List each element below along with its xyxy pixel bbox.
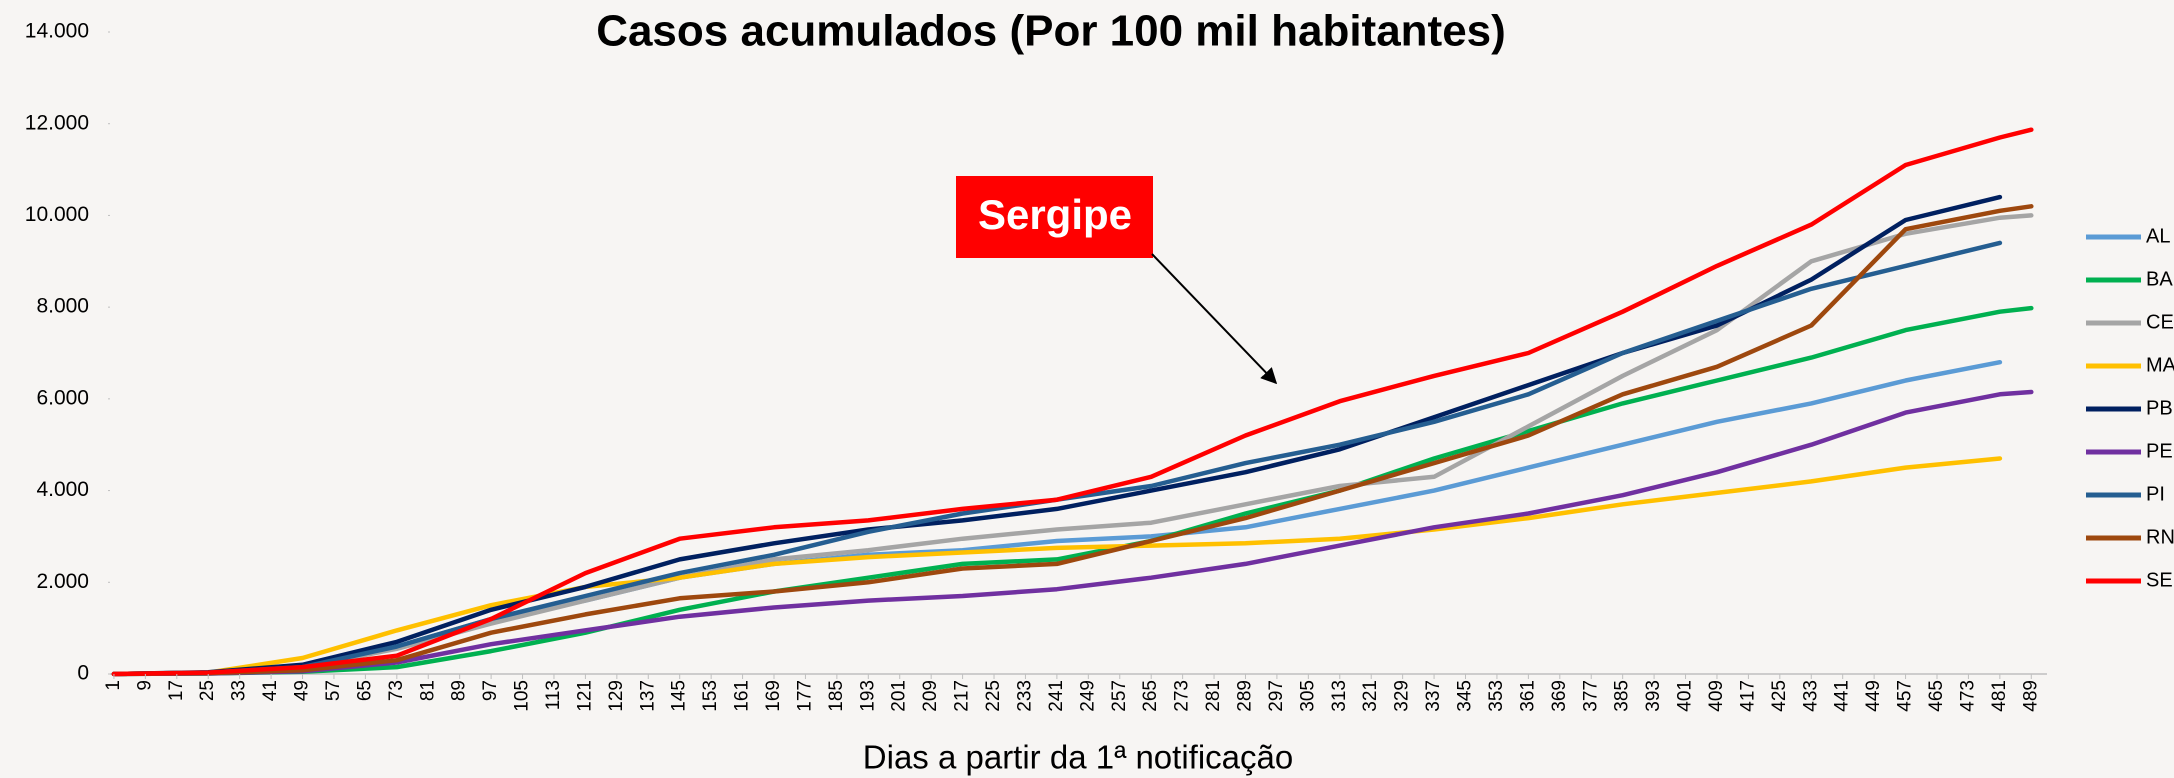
legend-label: SE: [2146, 569, 2173, 591]
x-tick-label: 169: [763, 680, 784, 712]
x-tick-label: 449: [1863, 680, 1884, 712]
series-line: [111, 456, 2003, 677]
x-tick-label: 33: [229, 680, 250, 701]
series-line: [111, 127, 2034, 677]
x-tick-label: 49: [292, 680, 313, 701]
x-tick-label: 377: [1580, 680, 1601, 712]
x-tick-label: 225: [983, 680, 1004, 712]
legend-label: RN: [2146, 526, 2174, 548]
x-tick-label: 297: [1266, 680, 1287, 712]
x-tick-label: 273: [1172, 680, 1193, 712]
x-tick-label: 249: [1077, 680, 1098, 712]
x-tick-label: 17: [166, 680, 187, 701]
x-tick-label: 473: [1957, 680, 1978, 712]
x-tick-label: 489: [2020, 680, 2041, 712]
y-tick-label: 12.000: [25, 111, 89, 134]
legend-label: BA: [2146, 268, 2173, 290]
x-tick-label: 233: [1014, 680, 1035, 712]
x-tick-label: 257: [1109, 680, 1130, 712]
x-tick-label: 321: [1360, 680, 1381, 712]
y-tick-label: 2.000: [36, 570, 89, 593]
chart-title: Casos acumulados (Por 100 mil habitantes…: [596, 7, 1506, 56]
x-tick-label: 113: [543, 680, 564, 710]
legend-label: CE: [2146, 311, 2174, 333]
legend-label: AL: [2146, 225, 2170, 247]
y-tick-label: 6.000: [36, 386, 89, 409]
x-tick-label: 89: [449, 680, 470, 701]
x-tick-label: 73: [386, 680, 407, 701]
x-tick-label: 145: [669, 680, 690, 712]
x-tick-label: 129: [606, 680, 627, 712]
x-tick-label: 185: [826, 680, 847, 712]
x-tick-label: 417: [1737, 680, 1758, 712]
x-tick-label: 201: [889, 680, 910, 712]
x-tick-label: 401: [1675, 680, 1696, 712]
x-tick-label: 441: [1832, 680, 1853, 712]
annotation-box: [956, 176, 1153, 258]
x-tick-label: 177: [794, 680, 815, 712]
x-tick-label: 265: [1140, 680, 1161, 712]
series-line: [111, 213, 2034, 677]
x-tick-label: 329: [1392, 680, 1413, 712]
x-tick-label: 353: [1486, 680, 1507, 712]
x-tick-label: 105: [512, 680, 533, 712]
x-tick-label: 481: [1989, 680, 2010, 712]
y-tick-label: 0: [77, 662, 89, 685]
x-axis-title: Dias a partir da 1ª notificação: [863, 739, 1293, 776]
legend-label: PI: [2146, 483, 2165, 505]
x-tick-label: 433: [1800, 680, 1821, 712]
y-tick-label: 4.000: [36, 478, 89, 501]
series-line: [111, 359, 2003, 677]
x-tick-label: 369: [1549, 680, 1570, 712]
legend-label: PB: [2146, 397, 2173, 419]
x-tick-label: 137: [637, 680, 658, 712]
x-tick-label: 313: [1329, 680, 1350, 712]
x-tick-label: 1: [103, 680, 124, 691]
x-tick-label: 153: [700, 680, 721, 712]
y-tick-label: 14.000: [25, 20, 89, 43]
x-tick-label: 81: [417, 680, 438, 701]
x-tick-label: 193: [857, 680, 878, 712]
x-tick-label: 41: [260, 680, 281, 701]
x-tick-label: 161: [732, 680, 753, 712]
x-tick-label: 65: [354, 680, 375, 701]
x-tick-label: 465: [1926, 680, 1947, 712]
series-line: [111, 194, 2003, 677]
x-tick-label: 385: [1612, 680, 1633, 712]
annotation-arrow: [1151, 253, 1278, 385]
y-tick-label: 10.000: [25, 203, 89, 226]
x-tick-label: 97: [480, 680, 501, 701]
legend-label: MA: [2146, 354, 2174, 376]
x-tick-label: 457: [1895, 680, 1916, 712]
x-tick-label: 281: [1203, 680, 1224, 712]
x-tick-label: 337: [1423, 680, 1444, 712]
x-tick-label: 57: [323, 680, 344, 701]
series-line: [111, 240, 2003, 677]
y-tick-label: 8.000: [36, 295, 89, 318]
x-tick-label: 345: [1455, 680, 1476, 712]
x-tick-label: 289: [1234, 680, 1255, 712]
x-tick-label: 121: [574, 680, 595, 712]
x-tick-label: 425: [1769, 680, 1790, 712]
legend-label: PE: [2146, 440, 2173, 462]
x-tick-label: 209: [920, 680, 941, 712]
x-tick-label: 25: [197, 680, 218, 701]
x-tick-label: 361: [1517, 680, 1538, 712]
x-tick-label: 9: [134, 680, 155, 691]
series-line: [111, 204, 2034, 677]
series-line: [111, 389, 2034, 677]
plot-area: [111, 127, 2034, 677]
x-tick-label: 409: [1706, 680, 1727, 712]
x-tick-label: 217: [952, 680, 973, 712]
x-tick-label: 393: [1643, 680, 1664, 712]
x-tick-label: 305: [1297, 680, 1318, 712]
annotation-text: Sergipe: [978, 191, 1132, 238]
x-tick-label: 241: [1046, 680, 1067, 712]
